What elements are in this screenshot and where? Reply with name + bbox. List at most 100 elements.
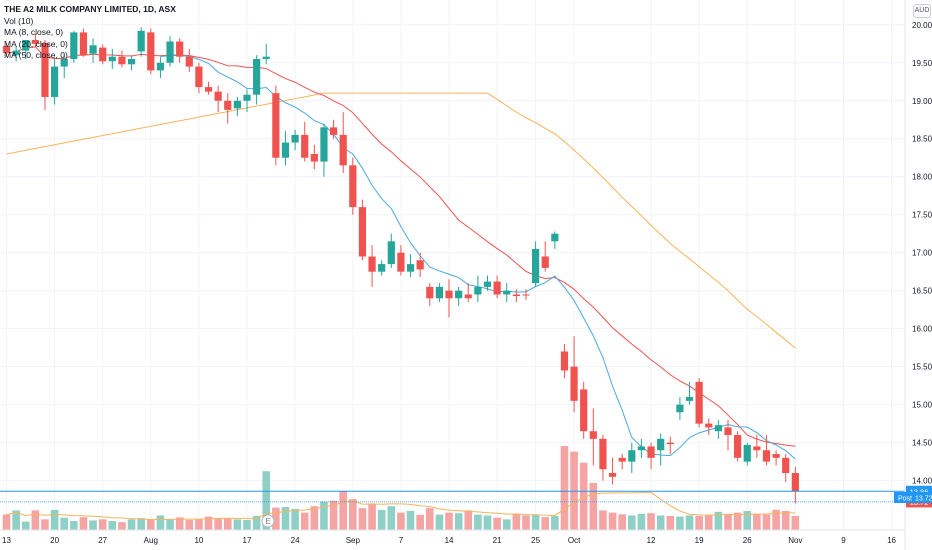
time-tick-label: 20: [50, 536, 59, 545]
volume-bar: [12, 510, 20, 530]
legend-vol[interactable]: Vol (10): [4, 15, 34, 26]
candle-body: [329, 127, 338, 135]
price-lines: [0, 490, 905, 503]
legend-ma20[interactable]: MA (20, close, 0): [4, 38, 68, 49]
candle-body: [522, 294, 530, 296]
candle-body: [310, 153, 318, 162]
volume-bar: [695, 516, 703, 530]
candle-body: [272, 93, 280, 158]
volume-bar: [666, 516, 675, 530]
volume-bar: [454, 513, 463, 530]
candle-body: [320, 127, 328, 162]
candle-body: [734, 435, 742, 458]
volume-bar: [387, 506, 396, 530]
candle-body: [589, 431, 597, 439]
candle-body: [166, 41, 174, 63]
candle-body: [406, 264, 415, 272]
volume-bar: [599, 510, 607, 530]
time-tick-label: 19: [695, 536, 704, 545]
volume-bar: [377, 509, 386, 530]
candle-body: [397, 252, 405, 272]
price-tick-label: 16.00: [912, 325, 932, 334]
volume-bar: [724, 513, 732, 530]
volume-bar: [753, 513, 761, 530]
candle-body: [243, 94, 251, 101]
candle-body: [185, 56, 193, 67]
volume-bar: [291, 509, 299, 530]
volume-bar: [560, 446, 569, 530]
time-axis[interactable]: 13 20 27 Aug 10 17 24 Sep 7 14 21 25 Oct 12 19 26 Nov 9 16: [0, 529, 905, 545]
currency-badge[interactable]: AUD: [913, 4, 931, 18]
volume-bar: [628, 515, 636, 530]
candle-body: [464, 294, 472, 299]
candle-body: [176, 41, 184, 57]
volume-bar: [464, 510, 473, 530]
legend-ma8[interactable]: MA (8, close, 0): [4, 27, 64, 37]
candle-body: [455, 290, 463, 299]
volume-bar: [118, 522, 126, 530]
candle-body: [772, 454, 780, 458]
price-tick-label: 15.50: [912, 363, 932, 372]
price-tick-label: 19.00: [912, 97, 932, 106]
price-tick-label: 14.50: [912, 439, 932, 448]
candle-body: [99, 47, 107, 62]
volume-bar: [522, 515, 530, 530]
volume-bar: [637, 513, 646, 530]
volume-bar: [685, 515, 694, 530]
volume-bar: [329, 500, 338, 530]
candle-body: [214, 91, 222, 101]
volume-bar: [272, 507, 280, 530]
candle-body: [416, 260, 424, 270]
candle-body: [108, 56, 116, 62]
candle-body: [31, 39, 39, 44]
time-tick-label: 24: [291, 536, 300, 545]
candle-body: [358, 207, 367, 257]
earnings-marker[interactable]: E: [261, 514, 275, 528]
time-tick-label: 14: [445, 536, 454, 545]
candle-body: [541, 256, 549, 268]
time-tick-label: 7: [399, 536, 404, 545]
post-badge-bg: [894, 492, 932, 503]
volume-bar: [416, 514, 424, 530]
volume-bar: [166, 519, 174, 530]
volume-bar: [676, 516, 684, 530]
candlesticks: [2, 27, 799, 504]
legend-ma50[interactable]: MA (50, close, 0): [4, 50, 68, 60]
volume-bar: [791, 516, 800, 530]
volume-bar: [79, 517, 88, 530]
price-axis[interactable]: 14.00 14.50 15.00 15.50 16.00 16.50 17.00 17.50…: [894, 0, 932, 550]
candle-body: [753, 446, 761, 451]
candle-body: [599, 438, 607, 470]
volume-bar: [781, 510, 790, 530]
symbol-title[interactable]: THE A2 MILK COMPANY LIMITED, 1D, ASX: [4, 4, 176, 14]
post-badge-label: Post: [898, 496, 912, 503]
time-tick-label: 12: [647, 536, 656, 545]
volume-bar: [320, 501, 328, 530]
volume-bars: [2, 446, 800, 530]
candle-body: [426, 286, 434, 299]
candle-body: [41, 43, 49, 97]
volume-bar: [156, 515, 165, 530]
candle-body: [666, 442, 674, 445]
time-tick-label: 10: [194, 536, 203, 545]
candle-body: [195, 66, 203, 88]
price-tick-label: 19.50: [912, 59, 932, 68]
volume-bar: [127, 519, 136, 530]
volume-ma-line-path: [6, 491, 796, 521]
volume-bar: [31, 510, 40, 530]
candle-body: [127, 58, 136, 65]
volume-bar: [223, 518, 232, 530]
volume-bar: [502, 519, 511, 530]
volume-bar: [281, 507, 290, 530]
volume-bar: [435, 514, 444, 530]
price-tick-label: 17.50: [912, 211, 932, 220]
candle-body: [12, 50, 20, 56]
volume-bar: [656, 515, 665, 530]
candle-body: [705, 423, 713, 428]
candle-body: [349, 165, 357, 208]
volume-bar: [358, 508, 367, 530]
candle-body: [60, 58, 68, 67]
volume-bar: [137, 518, 145, 530]
volume-bar: [310, 506, 319, 530]
